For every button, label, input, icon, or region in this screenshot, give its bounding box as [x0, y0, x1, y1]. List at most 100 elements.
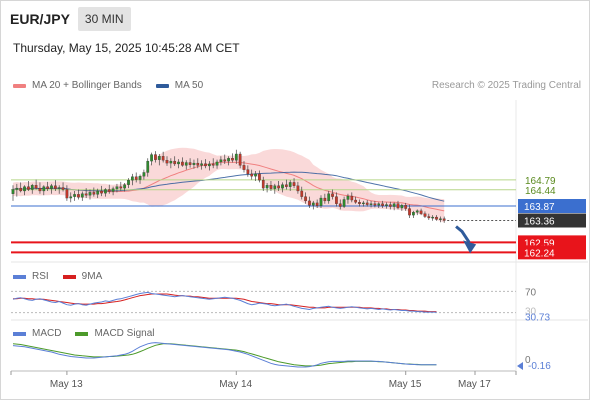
level-label-0: 164.79 [525, 176, 556, 187]
candle-body [431, 216, 435, 219]
candle-body [284, 184, 288, 187]
candle-body [388, 204, 392, 207]
candle-body [358, 202, 361, 204]
candle-body [19, 187, 23, 192]
candle-body [142, 172, 146, 177]
candle-body [134, 176, 138, 180]
macd-line [12, 342, 437, 368]
candle-body [335, 196, 338, 204]
candle-body [338, 203, 342, 207]
candle-body [30, 185, 34, 190]
macd-signal-legend-label: MACD Signal [94, 328, 155, 339]
candle-body [119, 186, 123, 189]
candle-body [408, 208, 411, 216]
rsi-ma-line [13, 293, 437, 313]
rsi-swatch [13, 274, 26, 279]
rsi-low-level-label: 30 [525, 307, 537, 318]
candle-body [323, 197, 327, 202]
rsi-ma-swatch [62, 274, 76, 279]
candle-body [184, 162, 188, 166]
candle-body [234, 153, 238, 161]
candle-body [419, 210, 423, 214]
candle-body [80, 193, 84, 198]
candle-body [111, 188, 115, 192]
timeframe-button[interactable]: 30 MIN [77, 7, 131, 31]
ma50-label: MA 50 [174, 80, 204, 91]
candle-body [73, 194, 76, 197]
candle-body [157, 156, 161, 160]
macd-current-marker [517, 362, 523, 370]
rsi-legend: RSI 9MA [13, 271, 116, 282]
candle-body [373, 203, 377, 206]
x-tick-label-1: May 14 [219, 379, 252, 390]
legend-rsi-ma: 9MA [62, 271, 102, 282]
candle-body [377, 203, 381, 206]
x-tick-label-2: May 15 [389, 379, 422, 390]
candle-body [311, 202, 315, 206]
candle-body [304, 196, 307, 202]
candle-body [254, 173, 257, 177]
candle-body [54, 185, 57, 189]
candle-body [215, 161, 219, 166]
candle-body [27, 186, 30, 190]
datetime-label: Thursday, May 15, 2025 10:45:28 AM CET [13, 41, 240, 55]
candle-body [177, 161, 180, 165]
candle-body [227, 158, 230, 162]
macd-signal-swatch [75, 331, 89, 336]
ma20-label: MA 20 + Bollinger Bands [32, 80, 142, 91]
projection-arrow-shaft [455, 225, 471, 244]
candle-body [346, 195, 350, 200]
legend-macd: MACD [13, 328, 61, 339]
candle-body [130, 176, 134, 181]
macd-legend: MACD MACD Signal [13, 328, 168, 339]
projection-arrow-head [463, 240, 477, 254]
candle-body [300, 190, 304, 197]
ma50-swatch [155, 83, 169, 88]
candle-body [265, 185, 269, 189]
candle-body [154, 154, 157, 160]
legend-rsi: RSI [13, 271, 49, 282]
candle-body [250, 173, 254, 177]
candle-body [288, 182, 292, 187]
candle-body [100, 190, 103, 194]
candle-body [11, 189, 15, 194]
candle-body [392, 203, 396, 207]
candle-body [96, 190, 100, 195]
candle-body [435, 216, 438, 220]
candle-body [438, 218, 442, 220]
candle-body [281, 184, 284, 189]
symbol-title: EUR/JPY [10, 11, 70, 27]
macd-legend-label: MACD [32, 328, 62, 339]
last-price-tag [518, 213, 586, 228]
candle-body [327, 193, 331, 202]
candle-body [381, 203, 384, 206]
candle-body [211, 163, 215, 166]
candle-body [50, 185, 53, 189]
candle-body [181, 161, 184, 166]
candle-body [308, 200, 311, 206]
candle-body [69, 196, 73, 199]
candle-body [57, 187, 61, 189]
candle-body [277, 185, 281, 189]
legend-macd-signal: MACD Signal [75, 328, 154, 339]
candle-body [404, 205, 408, 209]
level-label-4: 162.24 [524, 248, 555, 259]
candle-body [369, 203, 373, 205]
candle-body [34, 185, 38, 189]
candle-body [261, 179, 265, 189]
candle-body [273, 185, 277, 189]
candle-body [350, 195, 354, 201]
candle-body [223, 159, 227, 162]
candle-body [88, 192, 92, 196]
candle-body [204, 163, 207, 167]
candle-body [104, 189, 107, 194]
candle-body [331, 193, 334, 197]
last-price-label: 163.36 [524, 217, 555, 228]
candle-body [77, 194, 80, 198]
candle-body [92, 192, 96, 195]
level-label-1: 164.44 [525, 186, 556, 197]
level-tag-4 [518, 245, 586, 260]
candle-body [123, 184, 126, 189]
macd-zero-label: 0 [525, 355, 531, 366]
